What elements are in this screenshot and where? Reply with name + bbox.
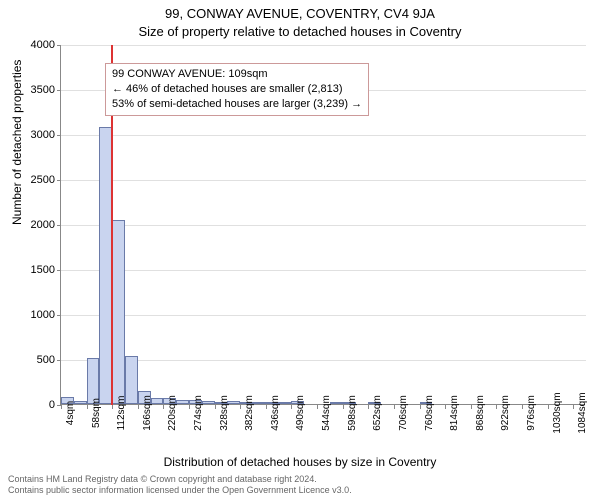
xtick-label: 58sqm xyxy=(91,398,102,428)
xtick-label: 976sqm xyxy=(526,395,537,431)
gridline xyxy=(61,270,586,271)
xtick-label: 274sqm xyxy=(193,395,204,431)
ytick-mark xyxy=(57,45,61,46)
ytick-mark xyxy=(57,90,61,91)
ytick-mark xyxy=(57,225,61,226)
ytick-label: 2500 xyxy=(15,174,55,186)
xtick-label: 1084sqm xyxy=(577,392,588,433)
callout-line: 53% of semi-detached houses are larger (… xyxy=(112,97,362,112)
xtick-mark xyxy=(291,405,292,409)
gridline xyxy=(61,360,586,361)
ytick-label: 4000 xyxy=(15,39,55,51)
ytick-mark xyxy=(57,180,61,181)
xtick-label: 598sqm xyxy=(347,395,358,431)
xtick-label: 760sqm xyxy=(424,395,435,431)
gridline xyxy=(61,45,586,46)
xtick-mark xyxy=(266,405,267,409)
ytick-label: 500 xyxy=(15,354,55,366)
xtick-mark xyxy=(317,405,318,409)
xtick-label: 112sqm xyxy=(116,396,127,431)
footer-line: Contains HM Land Registry data © Crown c… xyxy=(8,474,352,485)
xtick-mark xyxy=(368,405,369,409)
footer-line: Contains public sector information licen… xyxy=(8,485,352,496)
xtick-label: 868sqm xyxy=(475,395,486,431)
xtick-label: 652sqm xyxy=(372,395,383,431)
ytick-mark xyxy=(57,135,61,136)
xtick-mark xyxy=(215,405,216,409)
ytick-label: 2000 xyxy=(15,219,55,231)
ytick-label: 1500 xyxy=(15,264,55,276)
xtick-mark xyxy=(240,405,241,409)
ytick-mark xyxy=(57,360,61,361)
xtick-label: 490sqm xyxy=(295,395,306,431)
xtick-mark xyxy=(112,405,113,409)
xtick-mark xyxy=(163,405,164,409)
xtick-mark xyxy=(471,405,472,409)
xtick-label: 922sqm xyxy=(500,395,511,431)
xtick-mark xyxy=(573,405,574,409)
xtick-mark xyxy=(394,405,395,409)
xtick-label: 166sqm xyxy=(142,395,153,431)
callout-box: 99 CONWAY AVENUE: 109sqm ← 46% of detach… xyxy=(105,63,369,116)
xtick-mark xyxy=(87,405,88,409)
histogram-bar xyxy=(176,400,189,405)
ytick-mark xyxy=(57,315,61,316)
xtick-mark xyxy=(343,405,344,409)
xtick-label: 328sqm xyxy=(219,395,230,431)
xtick-label: 814sqm xyxy=(449,395,460,431)
gridline xyxy=(61,315,586,316)
ytick-mark xyxy=(57,270,61,271)
xtick-mark xyxy=(189,405,190,409)
xtick-mark xyxy=(445,405,446,409)
ytick-label: 3000 xyxy=(15,129,55,141)
histogram-chart: 050010001500200025003000350040004sqm58sq… xyxy=(60,45,585,405)
xtick-mark xyxy=(522,405,523,409)
gridline xyxy=(61,135,586,136)
callout-line: 99 CONWAY AVENUE: 109sqm xyxy=(112,67,362,82)
xtick-mark xyxy=(420,405,421,409)
ytick-label: 0 xyxy=(15,399,55,411)
footer-attribution: Contains HM Land Registry data © Crown c… xyxy=(8,474,352,496)
xtick-label: 544sqm xyxy=(321,395,332,431)
x-axis-label: Distribution of detached houses by size … xyxy=(0,455,600,469)
xtick-label: 706sqm xyxy=(398,395,409,431)
page-title-address: 99, CONWAY AVENUE, COVENTRY, CV4 9JA xyxy=(0,6,600,21)
xtick-label: 4sqm xyxy=(65,401,76,425)
xtick-label: 436sqm xyxy=(270,395,281,431)
xtick-label: 220sqm xyxy=(167,395,178,431)
gridline xyxy=(61,225,586,226)
xtick-label: 1030sqm xyxy=(552,392,563,433)
xtick-label: 382sqm xyxy=(244,395,255,431)
gridline xyxy=(61,180,586,181)
ytick-label: 3500 xyxy=(15,84,55,96)
ytick-label: 1000 xyxy=(15,309,55,321)
histogram-bar xyxy=(112,220,125,405)
xtick-mark xyxy=(548,405,549,409)
xtick-mark xyxy=(61,405,62,409)
callout-line: ← 46% of detached houses are smaller (2,… xyxy=(112,82,362,97)
xtick-mark xyxy=(496,405,497,409)
xtick-mark xyxy=(138,405,139,409)
page-title-desc: Size of property relative to detached ho… xyxy=(0,24,600,39)
